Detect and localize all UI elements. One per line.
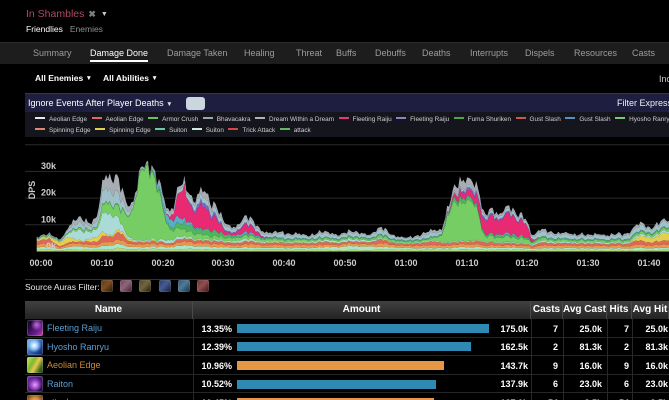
svg-text:30k: 30k: [41, 161, 57, 171]
svg-text:00:30: 00:30: [211, 258, 234, 268]
svg-text:01:00: 01:00: [394, 258, 417, 268]
svg-text:0k: 0k: [46, 241, 57, 251]
svg-text:00:50: 00:50: [333, 258, 356, 268]
svg-text:01:20: 01:20: [515, 258, 538, 268]
svg-text:00:40: 00:40: [272, 258, 295, 268]
svg-text:00:10: 00:10: [90, 258, 113, 268]
svg-text:01:40: 01:40: [637, 258, 660, 268]
svg-text:10k: 10k: [41, 214, 57, 224]
svg-text:DPS: DPS: [27, 181, 37, 200]
svg-text:01:30: 01:30: [576, 258, 599, 268]
svg-text:00:00: 00:00: [29, 258, 52, 268]
svg-text:01:10: 01:10: [455, 258, 478, 268]
svg-text:00:20: 00:20: [151, 258, 174, 268]
svg-text:20k: 20k: [41, 188, 57, 198]
